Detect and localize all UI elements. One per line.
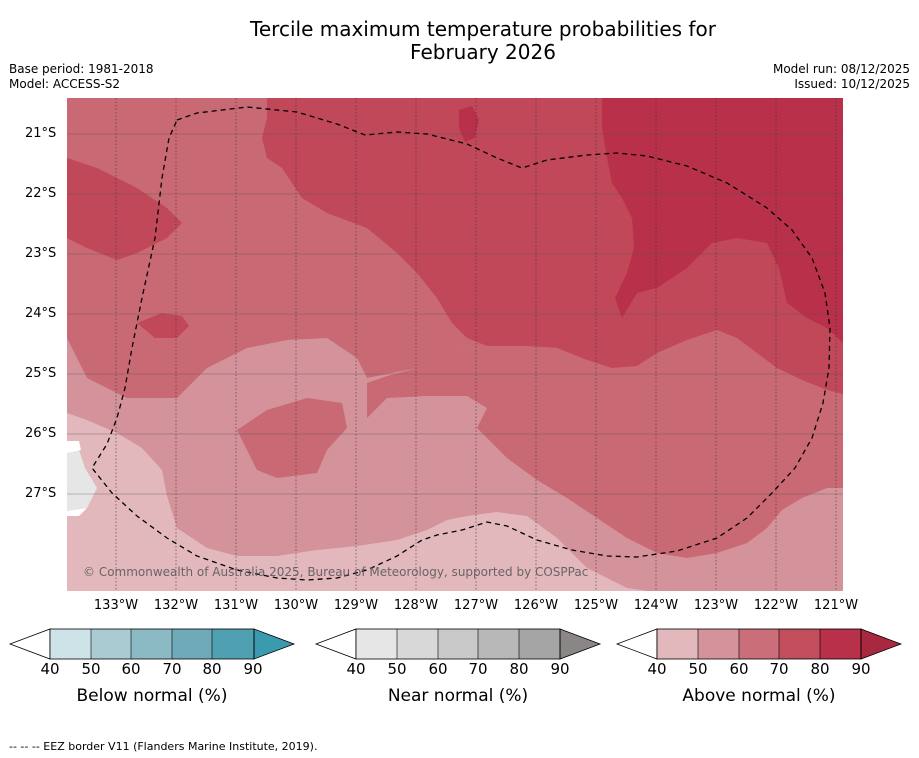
cb-above-tick: 60 [729, 660, 749, 678]
zone-40 [67, 413, 647, 591]
zone-60-pocket-2 [367, 330, 843, 558]
cb-above-bin-5 [820, 629, 861, 659]
meta-left: Base period: 1981-2018 Model: ACCESS-S2 [9, 62, 154, 92]
lat-label-27s: 27°S [25, 486, 57, 501]
lon-label-132w: 132°W [153, 598, 199, 613]
cb-above-tick: 80 [810, 660, 830, 678]
cb-above-bin-4 [779, 629, 820, 659]
colorbar-above-label: Above normal (%) [682, 686, 836, 706]
model-name: Model: ACCESS-S2 [9, 77, 121, 91]
cb-below-tick: 90 [243, 660, 263, 678]
cb-below-bin-3 [131, 629, 172, 659]
model-run: Model run: 08/12/2025 [772, 62, 910, 76]
cb-below-tick: 60 [121, 660, 141, 678]
lat-label-21s: 21°S [25, 126, 57, 141]
cb-below-tick: 80 [202, 660, 222, 678]
cb-below-arrow-left [8, 628, 51, 660]
colorbar-above [615, 628, 903, 660]
white-notch [67, 441, 87, 516]
probability-map [67, 98, 843, 591]
zone-60-pocket-1 [237, 398, 347, 478]
lon-label-127w: 127°W [453, 598, 499, 613]
cb-near-arrow-right [559, 628, 602, 660]
cb-below-tick: 50 [81, 660, 101, 678]
cb-above-tick: 90 [851, 660, 871, 678]
lon-label-131w: 131°W [213, 598, 259, 613]
lon-label-133w: 133°W [93, 598, 139, 613]
issued-date: Issued: 10/12/2025 [794, 77, 910, 91]
cb-near-tick: 40 [346, 660, 366, 678]
cb-above-tick: 50 [688, 660, 708, 678]
cb-near-bin-4 [478, 629, 519, 659]
lon-gridlines [115, 98, 837, 591]
lat-label-25s: 25°S [25, 366, 57, 381]
cb-below-tick: 70 [162, 660, 182, 678]
lat-label-26s: 26°S [25, 426, 57, 441]
copyright-notice: © Commonwealth of Australia 2025, Bureau… [83, 565, 589, 579]
lon-label-126w: 126°W [513, 598, 559, 613]
base-period: Base period: 1981-2018 [9, 62, 154, 76]
lon-label-130w: 130°W [273, 598, 319, 613]
lat-label-24s: 24°S [25, 306, 57, 321]
zone-80-small [459, 106, 479, 142]
cb-above-bin-2 [698, 629, 739, 659]
colorbars [8, 628, 903, 660]
cb-above-arrow-left [615, 628, 658, 660]
lon-label-122w: 122°W [753, 598, 799, 613]
colorbar-near [314, 628, 602, 660]
lon-label-121w: 121°W [813, 598, 859, 613]
cb-near-tick: 60 [428, 660, 448, 678]
lon-label-129w: 129°W [333, 598, 379, 613]
zone-70-left [67, 158, 182, 260]
colorbar-below-label: Below normal (%) [76, 686, 228, 706]
cb-near-bin-1 [356, 629, 397, 659]
lon-label-125w: 125°W [573, 598, 619, 613]
cb-below-bin-5 [212, 629, 254, 659]
lat-label-23s: 23°S [25, 246, 57, 261]
cb-below-arrow-right [253, 628, 296, 660]
cb-near-tick: 80 [509, 660, 529, 678]
colorbar-below [8, 628, 296, 660]
eez-legend-note: -- -- -- EEZ border V11 (Flanders Marine… [9, 740, 318, 753]
cb-above-bin-1 [657, 629, 698, 659]
cb-above-bin-3 [739, 629, 779, 659]
cb-below-tick: 40 [40, 660, 60, 678]
lat-gridlines [67, 133, 843, 495]
colorbar-near-label: Near normal (%) [387, 686, 529, 706]
title-line-1: Tercile maximum temperature probabilitie… [250, 17, 716, 41]
cb-above-tick: 40 [647, 660, 667, 678]
cb-near-arrow-left [314, 628, 357, 660]
lat-label-22s: 22°S [25, 186, 57, 201]
lon-label-128w: 128°W [393, 598, 439, 613]
eez-border [91, 106, 831, 581]
cb-above-arrow-right [860, 628, 903, 660]
cb-near-tick: 70 [468, 660, 488, 678]
cb-near-tick: 50 [387, 660, 407, 678]
cb-near-tick: 90 [550, 660, 570, 678]
lon-label-123w: 123°W [693, 598, 739, 613]
title-line-2: February 2026 [410, 40, 556, 64]
cb-near-bin-2 [397, 629, 438, 659]
cb-below-bin-2 [91, 629, 131, 659]
cb-above-tick: 70 [769, 660, 789, 678]
cb-near-bin-5 [519, 629, 560, 659]
near-normal-patch [67, 450, 97, 511]
cb-below-bin-1 [50, 629, 91, 659]
cb-near-bin-3 [438, 629, 478, 659]
lon-label-124w: 124°W [633, 598, 679, 613]
map-title: Tercile maximum temperature probabilitie… [0, 18, 919, 64]
meta-right: Model run: 08/12/2025 Issued: 10/12/2025 [773, 62, 910, 92]
cb-below-bin-4 [172, 629, 212, 659]
